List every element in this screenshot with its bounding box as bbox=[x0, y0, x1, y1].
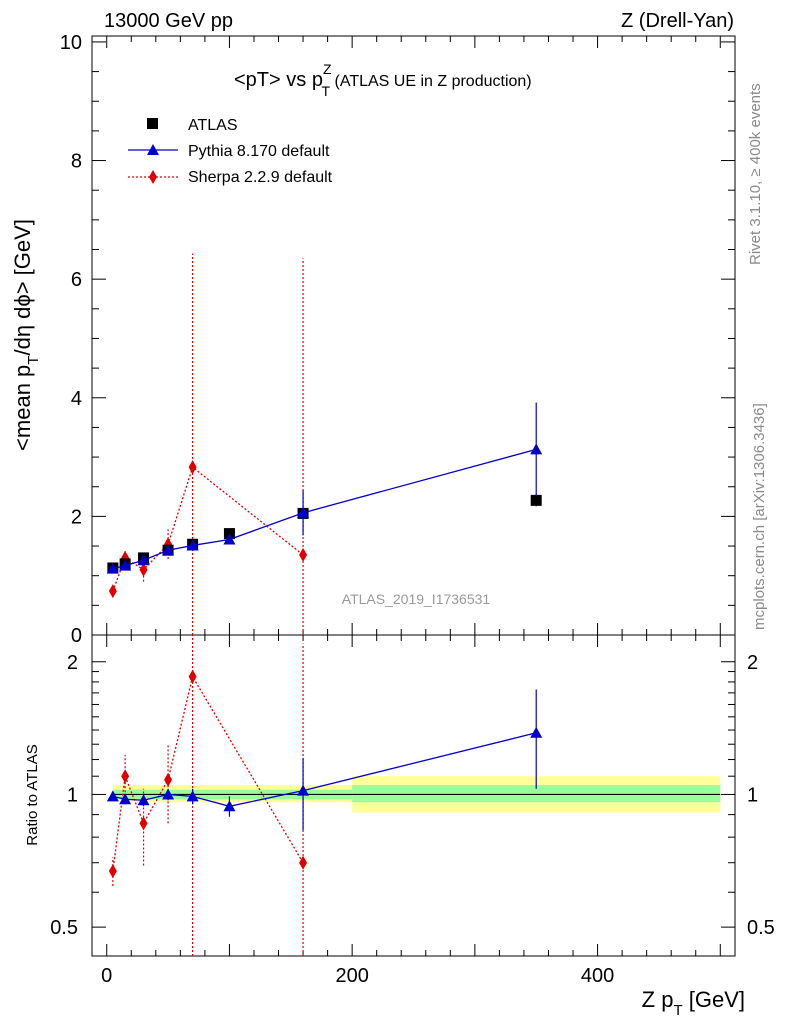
legend-pythia-marker bbox=[147, 144, 159, 155]
top-y-tick-label: 4 bbox=[71, 388, 82, 410]
top-y-axis-label: <mean pT/dη dϕ> [GeV] bbox=[10, 219, 42, 451]
ratio-y-tick-label-left: 1 bbox=[67, 784, 78, 806]
pythia-top-point bbox=[186, 539, 199, 551]
top-y-tick-label: 10 bbox=[60, 32, 82, 54]
sherpa-top-point bbox=[188, 460, 197, 475]
top-y-tick-label: 6 bbox=[71, 269, 82, 291]
pythia-ratio-point bbox=[137, 794, 150, 806]
ratio-y-tick-label-right: 0.5 bbox=[747, 917, 775, 939]
pythia-top-point bbox=[223, 533, 236, 545]
pythia-top-point bbox=[297, 506, 310, 518]
sherpa-ratio-point bbox=[164, 772, 173, 787]
top-y-tick-label: 2 bbox=[71, 506, 82, 528]
pythia-ratio-point bbox=[297, 784, 310, 796]
mcplots-label: mcplots.cern.ch [arXiv:1306.3436] bbox=[751, 403, 768, 630]
rivet-label: Rivet 3.1.10, ≥ 400k events bbox=[747, 83, 764, 265]
atlas-top-point bbox=[530, 494, 542, 506]
ratio-panel-frame bbox=[91, 634, 736, 957]
pythia-ratio-point bbox=[119, 793, 132, 805]
pythia-top-point bbox=[137, 554, 150, 566]
pythia-top-point bbox=[530, 443, 543, 455]
pythia-top-point bbox=[162, 544, 175, 556]
pythia-top-point bbox=[119, 559, 132, 571]
header-left: 13000 GeV pp bbox=[104, 10, 233, 32]
ratio-y-axis-label: Ratio to ATLAS bbox=[24, 744, 41, 845]
top-y-tick-label: 8 bbox=[71, 151, 82, 173]
sherpa-top-point bbox=[139, 562, 148, 577]
sherpa-ratio-point bbox=[139, 816, 148, 831]
x-tick-label: 0 bbox=[101, 965, 112, 987]
legend: ATLAS Pythia 8.170 default Sherpa 2.2.9 … bbox=[128, 117, 333, 186]
legend-sherpa-marker bbox=[149, 170, 157, 184]
ratio-y-tick-label-left: 0.5 bbox=[50, 917, 78, 939]
legend-atlas-marker bbox=[147, 118, 158, 129]
ratio-y-tick-label-right: 2 bbox=[747, 652, 758, 674]
header-right: Z (Drell-Yan) bbox=[621, 10, 734, 32]
x-tick-label: 400 bbox=[581, 965, 614, 987]
ratio-y-tick-label-right: 1 bbox=[747, 784, 758, 806]
pythia-top-line bbox=[112, 448, 537, 570]
sherpa-top-point bbox=[299, 547, 308, 562]
sherpa-ratio-point bbox=[108, 864, 117, 879]
legend-pythia-label: Pythia 8.170 default bbox=[188, 143, 330, 160]
pythia-ratio-point bbox=[162, 788, 175, 800]
sherpa-ratio-point bbox=[299, 855, 308, 870]
top-y-tick-label: 0 bbox=[71, 625, 82, 647]
pythia-ratio-point bbox=[186, 790, 199, 802]
pythia-ratio-point bbox=[223, 800, 236, 812]
pythia-top-point bbox=[106, 562, 119, 574]
legend-sherpa-label: Sherpa 2.2.9 default bbox=[188, 169, 333, 186]
x-tick-label: 200 bbox=[335, 965, 368, 987]
plot-title: <pT> vs pZ T (ATLAS UE in Z production) bbox=[234, 61, 532, 99]
legend-atlas-label: ATLAS bbox=[188, 117, 238, 134]
x-axis-label: Z pT [GeV] bbox=[642, 987, 745, 1019]
sherpa-ratio-point bbox=[121, 769, 130, 784]
sherpa-ratio-point bbox=[188, 669, 197, 684]
sherpa-top-point bbox=[108, 584, 117, 599]
pythia-ratio-point bbox=[530, 726, 543, 738]
ratio-band-inner-1 bbox=[352, 785, 721, 803]
pythia-ratio-point bbox=[106, 790, 119, 802]
sherpa-ratio-line bbox=[112, 674, 304, 872]
ratio-y-tick-label-left: 2 bbox=[67, 652, 78, 674]
analysis-watermark: ATLAS_2019_I1736531 bbox=[342, 591, 491, 607]
